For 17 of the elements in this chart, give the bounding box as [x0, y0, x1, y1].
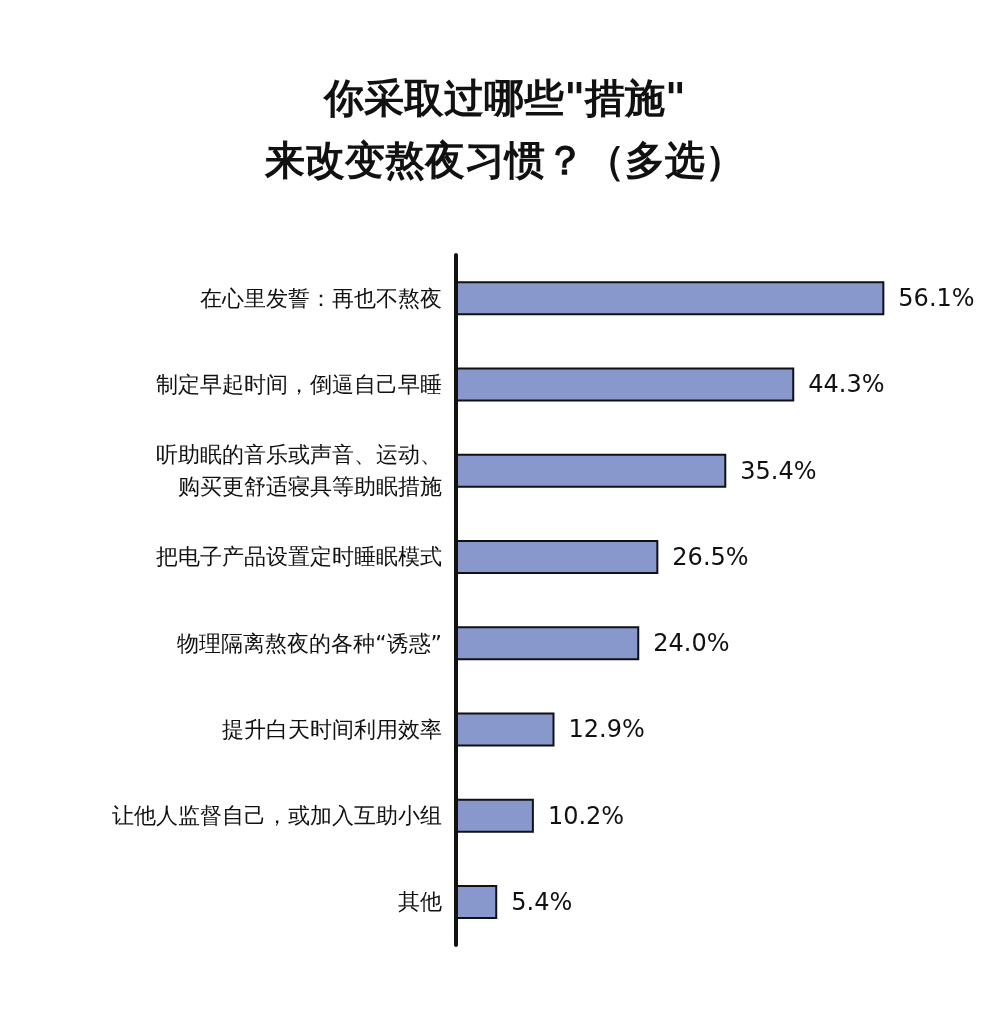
y-tick-label: 在心里发誓：再也不熬夜 [200, 285, 442, 311]
y-tick-label: 让他人监督自己，或加入互助小组 [112, 803, 442, 829]
data-label: 56.1% [898, 284, 975, 313]
y-tick-label: 提升白天时间利用效率 [222, 716, 442, 742]
y-tick-label: 其他 [398, 889, 442, 915]
y-tick-label: 听助眠的音乐或声音、运动、购买更舒适寝具等助眠措施 [156, 442, 442, 500]
data-label: 5.4% [511, 887, 573, 916]
data-label: 10.2% [547, 801, 625, 830]
data-label: 24.0% [653, 629, 730, 658]
data-label: 12.9% [568, 715, 645, 744]
y-tick-label: 物理隔离熬夜的各种“诱惑” [177, 630, 442, 656]
data-label: 44.3% [808, 370, 885, 399]
chart-title: 你采取过哪些"措施" 来改变熬夜习惯？（多选） [264, 75, 745, 183]
y-tick-label: 把电子产品设置定时睡眠模式 [156, 544, 442, 570]
data-label: 26.5% [672, 542, 749, 571]
data-label: 35.4% [740, 456, 817, 485]
y-tick-label: 制定早起时间，倒逼自己早睡 [156, 371, 442, 397]
